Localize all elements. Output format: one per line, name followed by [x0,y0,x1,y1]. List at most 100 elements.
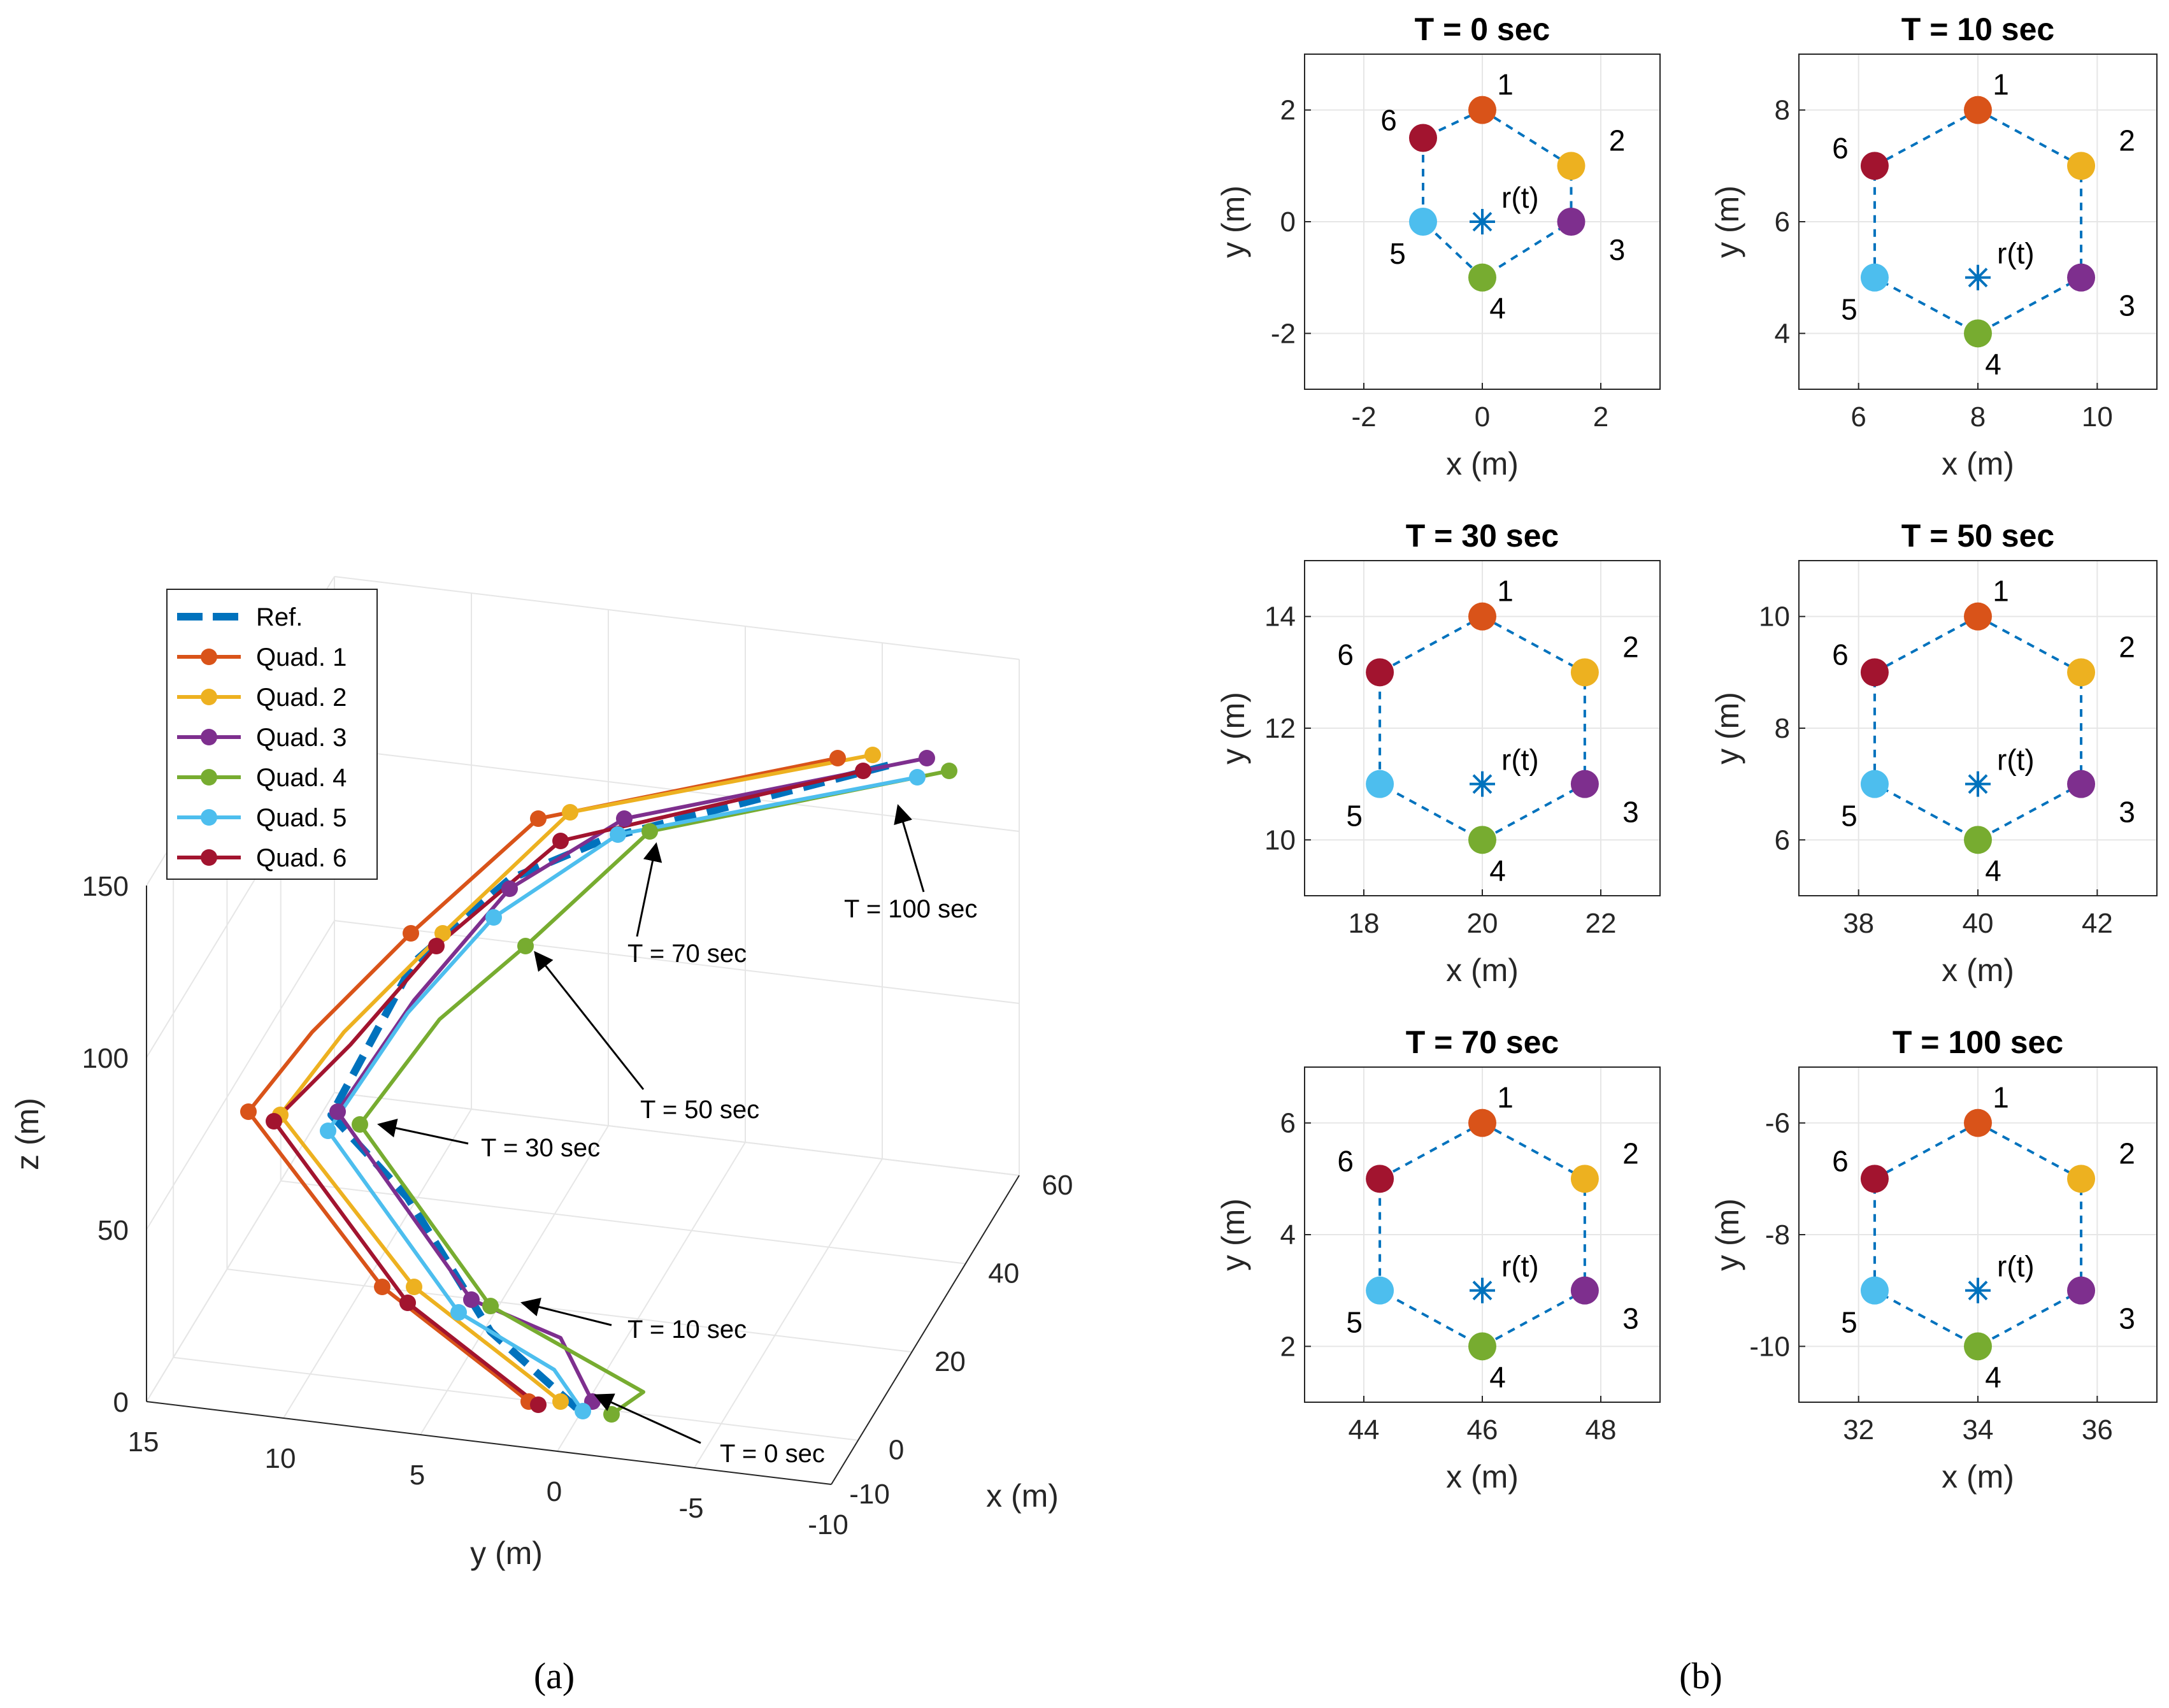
quad-node-label-4: 4 [1985,347,2001,380]
quad4-trajectory [358,769,950,1416]
x-tick-label: 34 [1963,1414,1994,1446]
snapshot-panel-4: 38 40 42 6 8 10 T = 50 sec x (m) y (m) r(t) 1 2 3 4 5 6 [1710,518,2158,988]
quad-node-1 [1468,96,1496,124]
y-axis-label: y (m) [1710,185,1745,258]
x-tick-label: 20 [934,1346,966,1377]
quad-node-label-6: 6 [1380,104,1397,137]
quad-node-label-6: 6 [1832,1144,1849,1177]
panel-title: T = 70 sec [1406,1024,1559,1060]
x-axis-label: x (m) [1446,446,1519,482]
grid-line-x-floor [334,1092,1020,1176]
annotation-arrow [534,951,645,1090]
y-tick-label: 8 [1775,95,1790,126]
center-marker [1965,1277,1991,1303]
snapshot-marker-2-quad3 [329,1103,346,1120]
quad-node-label-4: 4 [1489,1360,1506,1393]
x-axis-label: x (m) [1942,952,2014,988]
x-tick-label: 46 [1467,1414,1498,1446]
quad-node-label-6: 6 [1337,638,1354,671]
panel-title: T = 50 sec [1901,518,2054,554]
legend-label-4: Quad. 4 [256,764,347,792]
quad-node-5 [1366,770,1394,798]
grid-line-y-floor [694,1158,883,1468]
legend-marker-3 [201,729,217,745]
caption-b: (b) [1679,1655,1722,1697]
x-tick-label: 42 [2082,908,2113,939]
center-marker-stroke [1968,268,1988,288]
y-tick-label: -5 [678,1493,703,1524]
snapshot-marker-0-quad2 [552,1393,569,1410]
grid-line-y-floor [146,1092,335,1402]
x-tick-label: 40 [988,1258,1019,1289]
annotation-label: T = 10 sec [627,1316,747,1344]
y-tick-label: -2 [1271,318,1296,349]
quad-node-2 [1570,658,1599,687]
y-tick-label: 2 [1280,1331,1296,1362]
snapshot-panel-1: -2 0 2 -2 0 2 T = 0 sec x (m) y (m) r(t) 1 2 3 4 5 6 [1215,11,1661,482]
snapshot-panel-2: 6 8 10 4 6 8 T = 10 sec x (m) y (m) r(t) 1 2 3 4 5 6 [1710,11,2158,482]
quad1-trajectory [247,756,838,1403]
quad-node-label-4: 4 [1489,292,1506,325]
x-tick-label: 6 [1850,401,1866,433]
quad-node-4 [1468,826,1496,854]
legend: Ref. Quad. 1 Quad. 2 Quad. 3 Quad. 4 Quad. 5 Q… [166,589,378,880]
z-tick-label: 0 [113,1387,129,1418]
x-tick-label: 22 [1586,908,1617,939]
quad-node-1 [1468,1109,1496,1137]
snapshot-marker-5-quad2 [864,747,881,763]
legend-label-2: Quad. 2 [256,684,347,712]
snapshot-marker-2-quad6 [266,1113,282,1130]
quad5-trajectory [326,775,918,1412]
annotation-arrow [636,842,662,937]
x-tick-label: 32 [1843,1414,1874,1446]
snapshot-marker-1-quad3 [463,1291,480,1308]
snapshot-marker-0-quad4 [603,1406,620,1423]
center-label: r(t) [1997,1250,2035,1283]
x-axis-label: x (m) [1942,1459,2014,1495]
snapshot-marker-5-quad4 [941,763,957,779]
quad-node-5 [1409,208,1437,236]
y-tick-label: 4 [1775,318,1790,349]
annotation-label: T = 100 sec [844,895,977,923]
quad-node-1 [1468,602,1496,631]
quad-node-label-1: 1 [1497,575,1514,608]
center-marker-stroke [1968,1281,1988,1301]
x-tick-label: 48 [1586,1414,1617,1446]
snapshot-marker-1-quad6 [399,1295,416,1311]
x-tick-label: 38 [1843,908,1874,939]
y-tick-label: 10 [1759,601,1790,633]
quad-node-6 [1860,152,1889,180]
quad-node-label-1: 1 [1993,575,2009,608]
quad-node-label-3: 3 [2119,289,2135,322]
quad-node-label-2: 2 [2119,630,2135,663]
grid-line-x-floor [227,1268,912,1353]
z-axis-label: z (m) [10,1098,45,1170]
y-tick-label: 10 [265,1443,296,1474]
y-tick-label: -10 [1749,1331,1790,1362]
quad-node-label-5: 5 [1389,237,1406,270]
panel-title: T = 30 sec [1406,518,1559,554]
center-label: r(t) [1501,181,1539,214]
quad-node-2 [1570,1165,1599,1193]
x-tick-label: 18 [1349,908,1380,939]
snapshot-marker-3-quad5 [485,909,502,926]
snapshot-marker-0-quad6 [530,1396,547,1413]
quad-node-label-6: 6 [1337,1144,1354,1177]
quad-node-label-4: 4 [1985,1360,2001,1393]
quad-node-4 [1964,826,1992,854]
x-axis-label: x (m) [1446,1459,1519,1495]
quad-node-3 [2067,770,2096,798]
quad-node-label-6: 6 [1832,638,1849,671]
snapshot-marker-0-quad5 [575,1403,591,1419]
grid-line-y-floor [420,1125,609,1435]
panel-title: T = 0 sec [1415,11,1550,47]
legend-marker-4 [201,769,217,786]
quad-node-label-2: 2 [1622,1137,1639,1170]
legend-marker-1 [201,649,217,665]
quad-node-5 [1860,263,1889,292]
quad-node-3 [2067,1276,2096,1305]
